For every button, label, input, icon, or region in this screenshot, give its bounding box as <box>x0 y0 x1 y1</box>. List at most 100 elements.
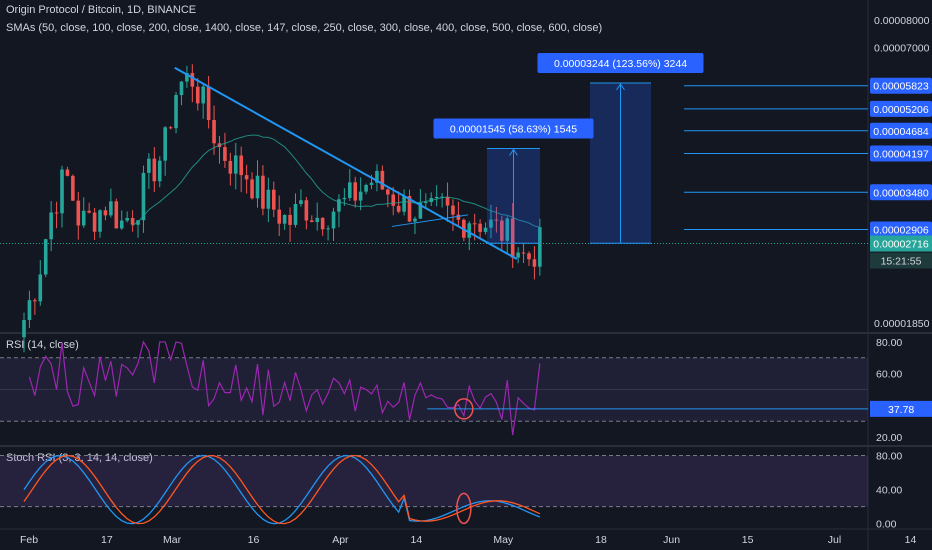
level-label-box <box>870 77 932 94</box>
projection-label-box <box>433 118 594 139</box>
countdown-box <box>870 252 932 269</box>
candle-body <box>239 155 243 176</box>
price-tick: 0.00007000 <box>874 43 930 55</box>
projection-label: 0.00001545 (58.63%) 1545 <box>450 123 577 135</box>
candle-body <box>54 212 59 214</box>
candle-body <box>467 223 472 238</box>
candle-body <box>391 194 396 206</box>
time-tick: 18 <box>595 534 607 546</box>
stoch-highlight-circle <box>456 492 472 525</box>
support-line <box>391 214 469 227</box>
candle-body <box>315 217 320 223</box>
current-price-box <box>870 235 932 252</box>
candle-body <box>179 81 184 96</box>
candle-body <box>386 189 390 195</box>
candle-body <box>65 169 70 176</box>
candle-body <box>538 227 542 267</box>
sma-legend[interactable]: SMAs (50, close, 100, close, 200, close,… <box>6 22 603 34</box>
candle-body <box>223 147 227 161</box>
candle-body <box>103 210 108 216</box>
level-label-box <box>870 184 932 201</box>
projection-label-box <box>537 53 704 74</box>
rsi-value: 37.78 <box>888 404 914 416</box>
candle-body <box>206 86 211 121</box>
candle-body <box>119 220 124 229</box>
candle-body <box>141 172 146 221</box>
candle-body <box>483 227 488 232</box>
candle-body <box>505 218 510 241</box>
candle-body <box>87 210 91 213</box>
candle-body <box>38 274 43 302</box>
time-tick: Apr <box>332 534 349 546</box>
level-label: 0.00003480 <box>873 187 929 199</box>
time-tick: Mar <box>163 534 182 546</box>
candle-body <box>98 210 102 232</box>
candle-body <box>76 200 81 226</box>
candle-body <box>337 199 341 212</box>
candle-body <box>277 209 282 224</box>
stoch-d-line <box>23 454 541 525</box>
projection-arrowhead <box>509 148 518 156</box>
candle-body <box>22 320 26 338</box>
candle-body <box>152 158 157 182</box>
candle-body <box>304 200 309 221</box>
candle-body <box>407 196 412 222</box>
candle-body <box>271 189 276 210</box>
candle-body <box>396 205 401 212</box>
candle-body <box>434 196 439 199</box>
candle-body <box>418 202 423 219</box>
candle-body <box>516 252 520 258</box>
candle-body <box>174 95 178 129</box>
rsi-tick: 60.00 <box>876 369 902 381</box>
rsi-highlight-circle <box>454 398 474 420</box>
level-label: 0.00004684 <box>873 126 929 138</box>
candle-body <box>380 170 385 190</box>
level-label: 0.00002906 <box>873 225 929 237</box>
projection-label: 0.00003244 (123.56%) 3244 <box>554 58 687 70</box>
time-tick: Jul <box>828 534 841 546</box>
level-label: 0.00004197 <box>873 148 929 160</box>
candle-body <box>375 170 379 183</box>
candle-body <box>293 203 298 225</box>
candle-body <box>147 158 151 173</box>
stoch-k-line <box>23 454 541 525</box>
candle-body <box>92 212 97 232</box>
projection-arrowhead <box>616 83 625 91</box>
candle-body <box>27 300 32 321</box>
candle-body <box>456 214 461 220</box>
candle-body <box>288 214 292 225</box>
stoch-rsi-title[interactable]: Stoch RSI (3, 3, 14, 14, close) <box>6 452 153 464</box>
candle-body <box>60 169 64 214</box>
candle-body <box>451 205 455 215</box>
candle-body <box>228 160 233 174</box>
candle-body <box>424 202 428 204</box>
stoch-tick: 40.00 <box>876 485 902 497</box>
chart-title: Origin Protocol / Bitcoin, 1D, BINANCE <box>6 4 197 16</box>
candle-body <box>244 175 249 180</box>
candle-body <box>185 73 189 82</box>
candle-body <box>81 210 86 226</box>
candle-body <box>190 73 195 87</box>
candle-body <box>299 200 303 204</box>
countdown-label: 15:21:55 <box>881 256 922 268</box>
time-tick: 15 <box>742 534 754 546</box>
candle-body <box>472 223 477 225</box>
candle-body <box>33 300 37 302</box>
time-tick: 14 <box>411 534 423 546</box>
candle-body <box>125 217 129 221</box>
candle-body <box>195 86 200 104</box>
candle-body <box>266 189 271 209</box>
candle-body <box>494 219 499 221</box>
level-label-box <box>870 221 932 238</box>
current-price-label: 0.00002716 <box>873 239 929 251</box>
rsi-tick: 20.00 <box>876 432 902 444</box>
time-tick: 17 <box>101 534 113 546</box>
level-label-box <box>870 122 932 139</box>
candle-body <box>369 182 374 185</box>
candle-body <box>500 220 504 241</box>
candle-body <box>157 160 162 182</box>
stoch-tick: 80.00 <box>876 451 902 463</box>
level-label-box <box>870 100 932 117</box>
level-label: 0.00005823 <box>873 81 929 93</box>
